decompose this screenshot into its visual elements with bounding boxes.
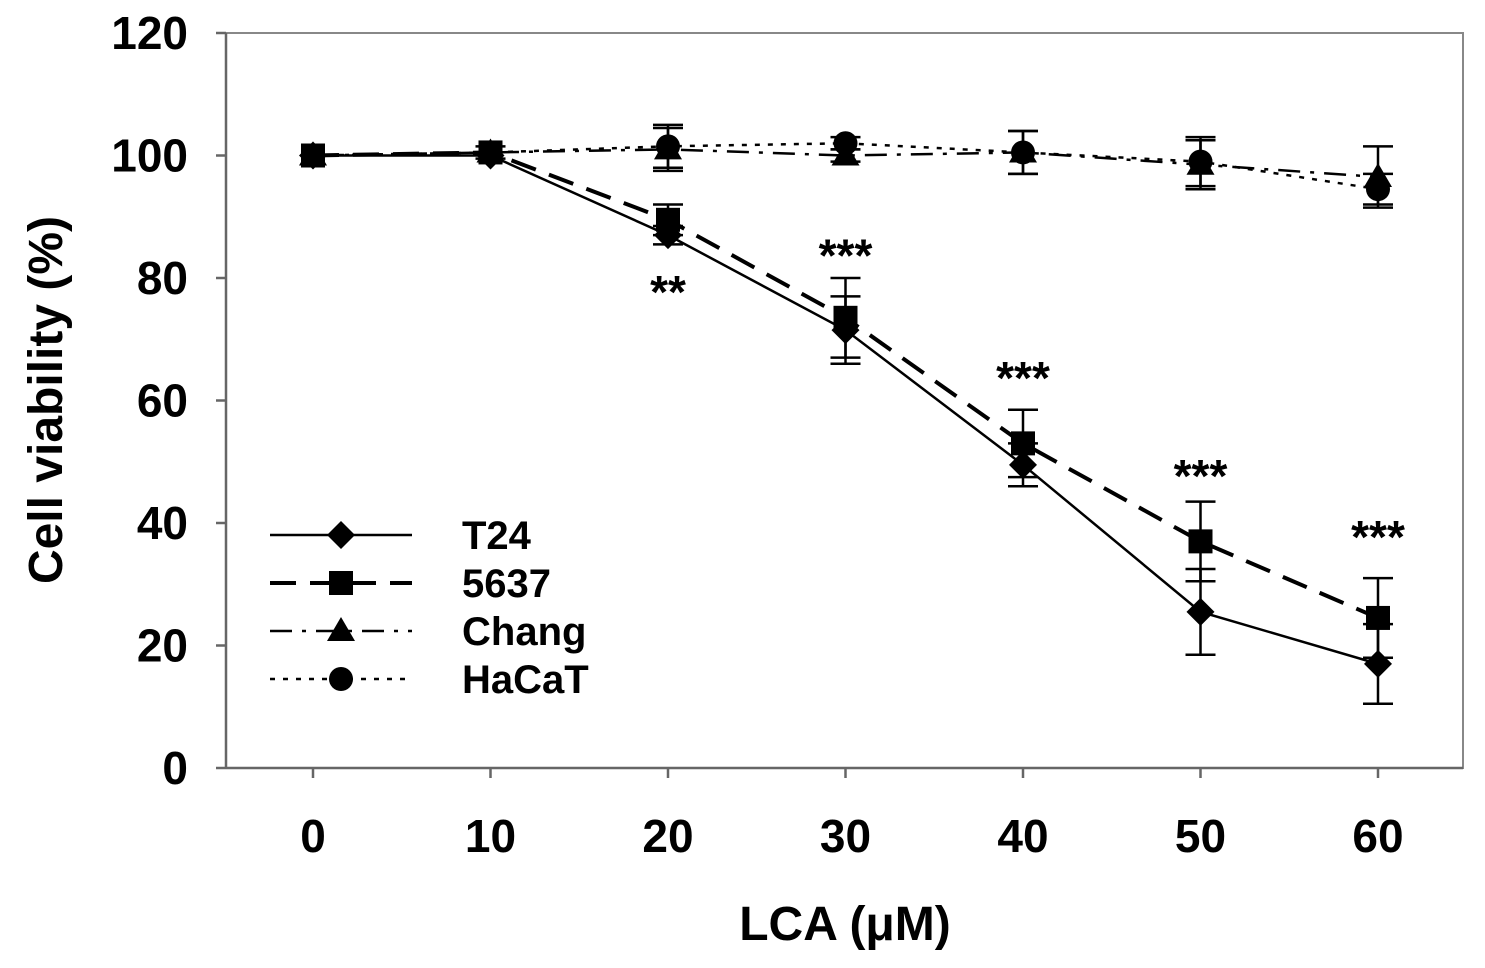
legend-marker-hacat	[329, 667, 353, 691]
legend-marker-t24	[327, 521, 355, 549]
data-point-t24	[1186, 597, 1215, 626]
y-tick-label: 0	[162, 742, 188, 794]
y-axis-title: Cell viability (%)	[20, 216, 73, 584]
y-tick-label: 60	[137, 375, 188, 427]
data-point-5637	[656, 207, 680, 232]
data-point-hacat	[656, 134, 680, 159]
data-point-hacat	[1366, 177, 1390, 202]
x-tick-label: 20	[642, 810, 693, 862]
legend-label-t24: T24	[462, 514, 532, 558]
data-point-hacat	[833, 131, 858, 156]
data-point-5637	[833, 305, 858, 330]
data-point-t24	[1364, 649, 1392, 678]
x-tick-label: 60	[1352, 810, 1403, 862]
legend-marker-5637	[329, 571, 353, 595]
x-tick-label: 10	[465, 810, 516, 862]
legend-label-5637: 5637	[462, 562, 551, 606]
x-tick-label: 0	[300, 810, 326, 862]
x-tick-label: 30	[820, 810, 871, 862]
data-point-hacat	[478, 140, 503, 165]
legend-label-chang: Chang	[462, 610, 586, 654]
data-markers	[299, 131, 1392, 678]
data-point-5637	[1011, 431, 1035, 456]
y-tick-label: 20	[137, 620, 188, 672]
data-point-hacat	[301, 143, 325, 168]
data-point-5637	[1366, 605, 1390, 630]
y-tick-label: 120	[111, 7, 188, 59]
data-point-t24	[1009, 450, 1037, 479]
y-tick-label: 80	[137, 252, 188, 304]
significance-marker: ***	[996, 352, 1050, 404]
x-tick-label: 40	[997, 810, 1048, 862]
significance-marker: ***	[1174, 450, 1228, 502]
x-tick-label: 50	[1175, 810, 1226, 862]
data-point-hacat	[1188, 149, 1213, 174]
axes: 0 20 40 60 80 100 120 0 10 20 30 40 50 60	[111, 7, 1464, 862]
significance-marker: **	[650, 266, 686, 318]
significance-marker: ***	[1351, 511, 1405, 563]
legend-marker-chang	[327, 617, 355, 641]
legend-label-hacat: HaCaT	[462, 658, 589, 702]
significance-marker: ***	[819, 229, 873, 281]
y-tick-label: 100	[111, 130, 188, 182]
data-point-5637	[1188, 529, 1213, 554]
significance-annotations: **************	[650, 229, 1405, 563]
y-tick-label: 40	[137, 497, 188, 549]
x-axis-title: LCA (μM)	[739, 898, 951, 951]
data-point-hacat	[1011, 140, 1035, 165]
